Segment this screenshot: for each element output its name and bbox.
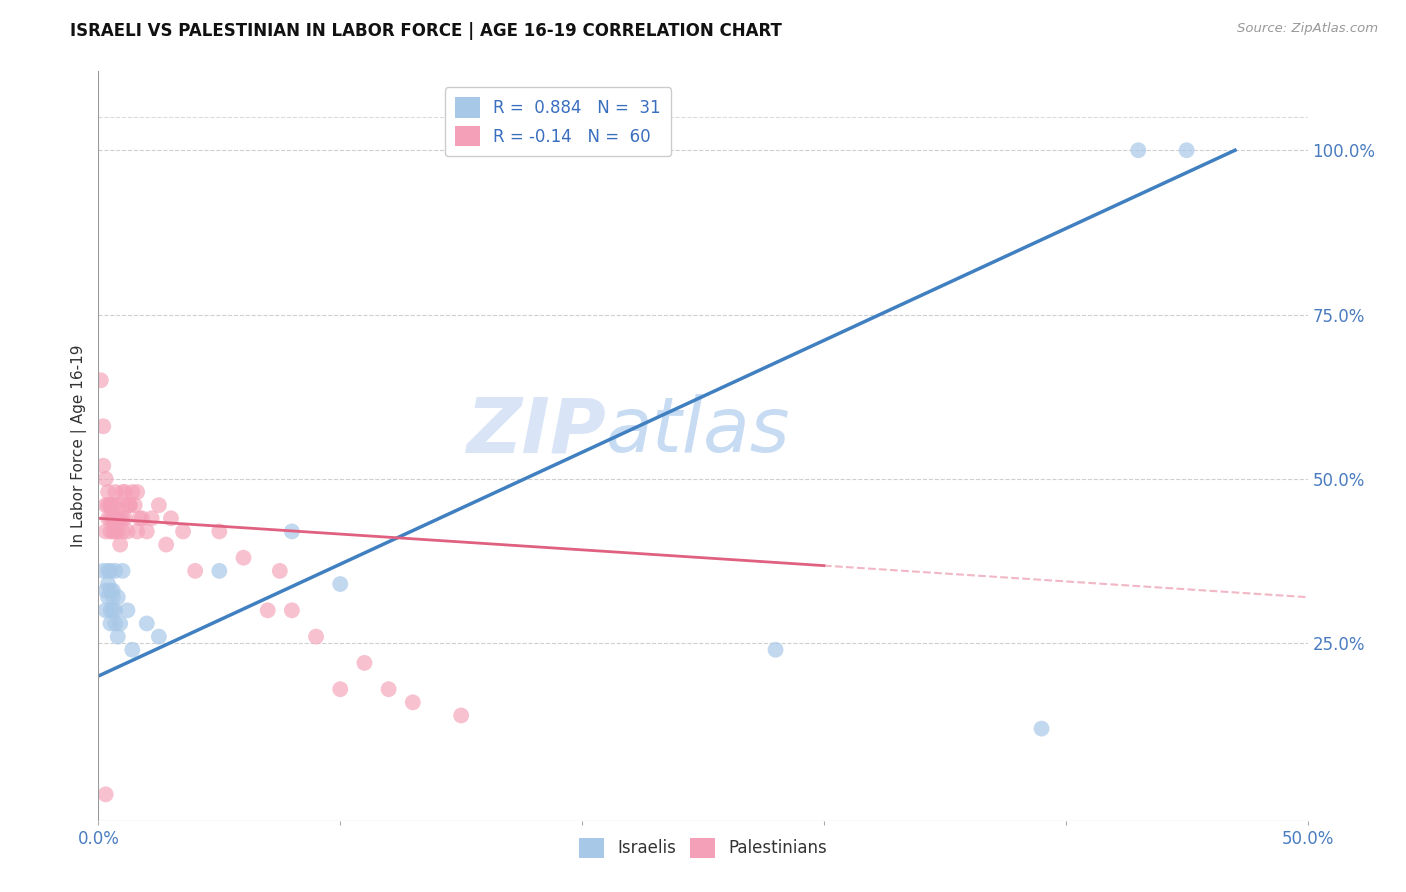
Point — [402, 695, 425, 709]
Point — [450, 708, 472, 723]
Point — [107, 498, 129, 512]
Point — [118, 498, 141, 512]
Point — [111, 511, 134, 525]
Text: ZIP: ZIP — [467, 394, 606, 468]
Point — [1175, 143, 1198, 157]
Point — [100, 498, 122, 512]
Point — [94, 498, 117, 512]
Y-axis label: In Labor Force | Age 16-19: In Labor Force | Age 16-19 — [72, 344, 87, 548]
Point — [104, 498, 127, 512]
Point — [97, 511, 120, 525]
Point — [101, 603, 124, 617]
Point — [135, 524, 157, 539]
Point — [107, 511, 129, 525]
Point — [97, 498, 120, 512]
Point — [111, 564, 134, 578]
Point — [100, 603, 122, 617]
Point — [118, 498, 141, 512]
Point — [1128, 143, 1150, 157]
Point — [94, 524, 117, 539]
Point — [141, 511, 163, 525]
Point — [172, 524, 194, 539]
Point — [148, 498, 170, 512]
Point — [353, 656, 375, 670]
Point — [100, 564, 122, 578]
Point — [97, 590, 120, 604]
Point — [377, 682, 399, 697]
Point — [127, 524, 149, 539]
Point — [135, 616, 157, 631]
Point — [100, 524, 122, 539]
Point — [94, 788, 117, 802]
Text: ISRAELI VS PALESTINIAN IN LABOR FORCE | AGE 16-19 CORRELATION CHART: ISRAELI VS PALESTINIAN IN LABOR FORCE | … — [70, 22, 782, 40]
Point — [305, 630, 328, 644]
Point — [97, 485, 120, 500]
Point — [117, 498, 139, 512]
Point — [114, 485, 136, 500]
Point — [104, 524, 127, 539]
Text: atlas: atlas — [606, 394, 790, 468]
Point — [114, 511, 136, 525]
Point — [100, 511, 122, 525]
Point — [108, 538, 131, 552]
Point — [131, 511, 153, 525]
Point — [94, 603, 117, 617]
Point — [208, 524, 231, 539]
Point — [91, 564, 114, 578]
Point — [121, 485, 143, 500]
Point — [104, 603, 127, 617]
Point — [329, 577, 352, 591]
Point — [100, 583, 122, 598]
Point — [104, 511, 127, 525]
Point — [117, 603, 139, 617]
Point — [121, 642, 143, 657]
Point — [91, 458, 114, 473]
Point — [108, 511, 131, 525]
Point — [765, 642, 787, 657]
Point — [94, 472, 117, 486]
Point — [101, 590, 124, 604]
Point — [104, 485, 127, 500]
Point — [111, 524, 134, 539]
Point — [101, 498, 124, 512]
Point — [104, 564, 127, 578]
Point — [184, 564, 207, 578]
Point — [155, 538, 177, 552]
Point — [128, 511, 150, 525]
Point — [101, 511, 124, 525]
Legend: Israelis, Palestinians: Israelis, Palestinians — [572, 831, 834, 864]
Point — [107, 630, 129, 644]
Point — [101, 583, 124, 598]
Point — [269, 564, 291, 578]
Point — [117, 524, 139, 539]
Point — [100, 498, 122, 512]
Point — [329, 682, 352, 697]
Point — [90, 373, 112, 387]
Point — [101, 524, 124, 539]
Point — [94, 583, 117, 598]
Point — [97, 564, 120, 578]
Point — [127, 485, 149, 500]
Point — [108, 616, 131, 631]
Point — [281, 603, 304, 617]
Point — [1031, 722, 1053, 736]
Point — [256, 603, 278, 617]
Point — [124, 498, 146, 512]
Text: Source: ZipAtlas.com: Source: ZipAtlas.com — [1237, 22, 1378, 36]
Point — [107, 590, 129, 604]
Point — [107, 524, 129, 539]
Point — [111, 485, 134, 500]
Point — [97, 577, 120, 591]
Point — [281, 524, 304, 539]
Point — [100, 616, 122, 631]
Point — [101, 511, 124, 525]
Point — [208, 564, 231, 578]
Point — [148, 630, 170, 644]
Point — [104, 616, 127, 631]
Point — [91, 419, 114, 434]
Point — [232, 550, 254, 565]
Point — [160, 511, 183, 525]
